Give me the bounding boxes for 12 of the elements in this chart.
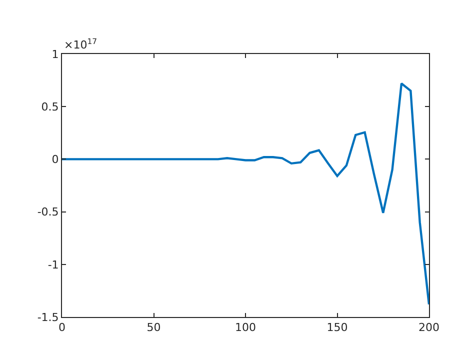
line-series bbox=[62, 82, 429, 306]
y-tick-label: 1 bbox=[52, 48, 59, 61]
y-tick-label: 0.5 bbox=[41, 100, 59, 114]
x-tick-label: 50 bbox=[146, 321, 161, 334]
y-tick-label: -0.5 bbox=[37, 206, 59, 219]
y-tick-label: 0 bbox=[52, 153, 59, 166]
x-tick-label: 200 bbox=[418, 321, 440, 334]
y-tick-label: -1.5 bbox=[37, 310, 59, 324]
text: ×10$^{17}$ bbox=[64, 37, 98, 52]
x-tick-label: 100 bbox=[235, 321, 256, 334]
x-tick-label: 150 bbox=[326, 321, 348, 334]
y-tick-label: -1 bbox=[48, 258, 59, 272]
